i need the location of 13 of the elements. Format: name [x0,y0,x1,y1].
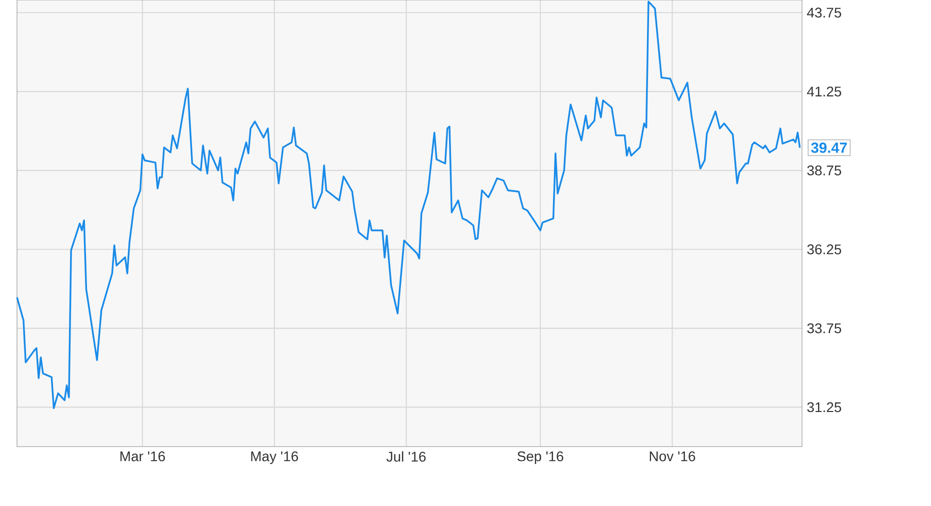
x-tick-label: Sep '16 [517,451,564,464]
y-tick-label: 33.75 [807,323,842,334]
x-tick-label: Mar '16 [120,451,165,462]
y-tick-label: 41.25 [807,86,842,96]
y-tick-label: 43.75 [807,8,842,18]
x-tick-label: May '16 [251,451,298,464]
y-tick-label: 31.25 [807,402,842,412]
line-series [16,0,801,410]
x-tick-label: Jul '16 [386,451,426,462]
y-tick-label: 36.25 [807,244,842,254]
x-tick-label: Nov '16 [650,451,696,462]
y-tick-label: 38.75 [807,166,842,176]
annotation: 39.47 [811,142,847,153]
